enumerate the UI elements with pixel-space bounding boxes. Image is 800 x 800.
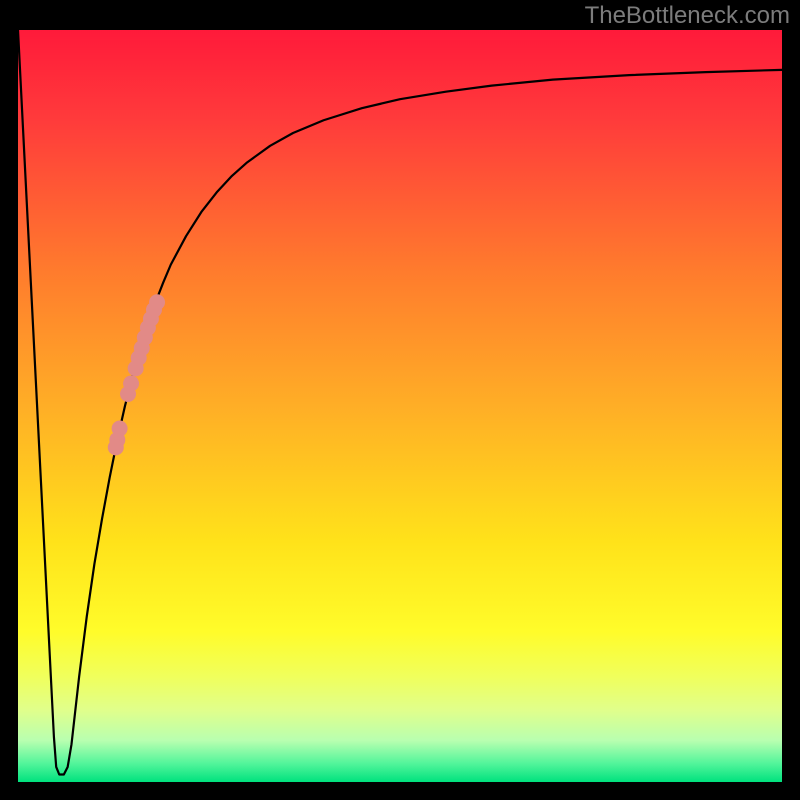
data-marker (149, 294, 165, 310)
plot-svg (18, 30, 782, 782)
data-marker (112, 421, 128, 437)
watermark-text: TheBottleneck.com (585, 2, 790, 30)
chart-frame: TheBottleneck.com (0, 0, 800, 800)
bottleneck-curve (18, 30, 782, 774)
data-marker (108, 439, 124, 455)
data-marker (123, 375, 139, 391)
plot-area (18, 30, 782, 782)
